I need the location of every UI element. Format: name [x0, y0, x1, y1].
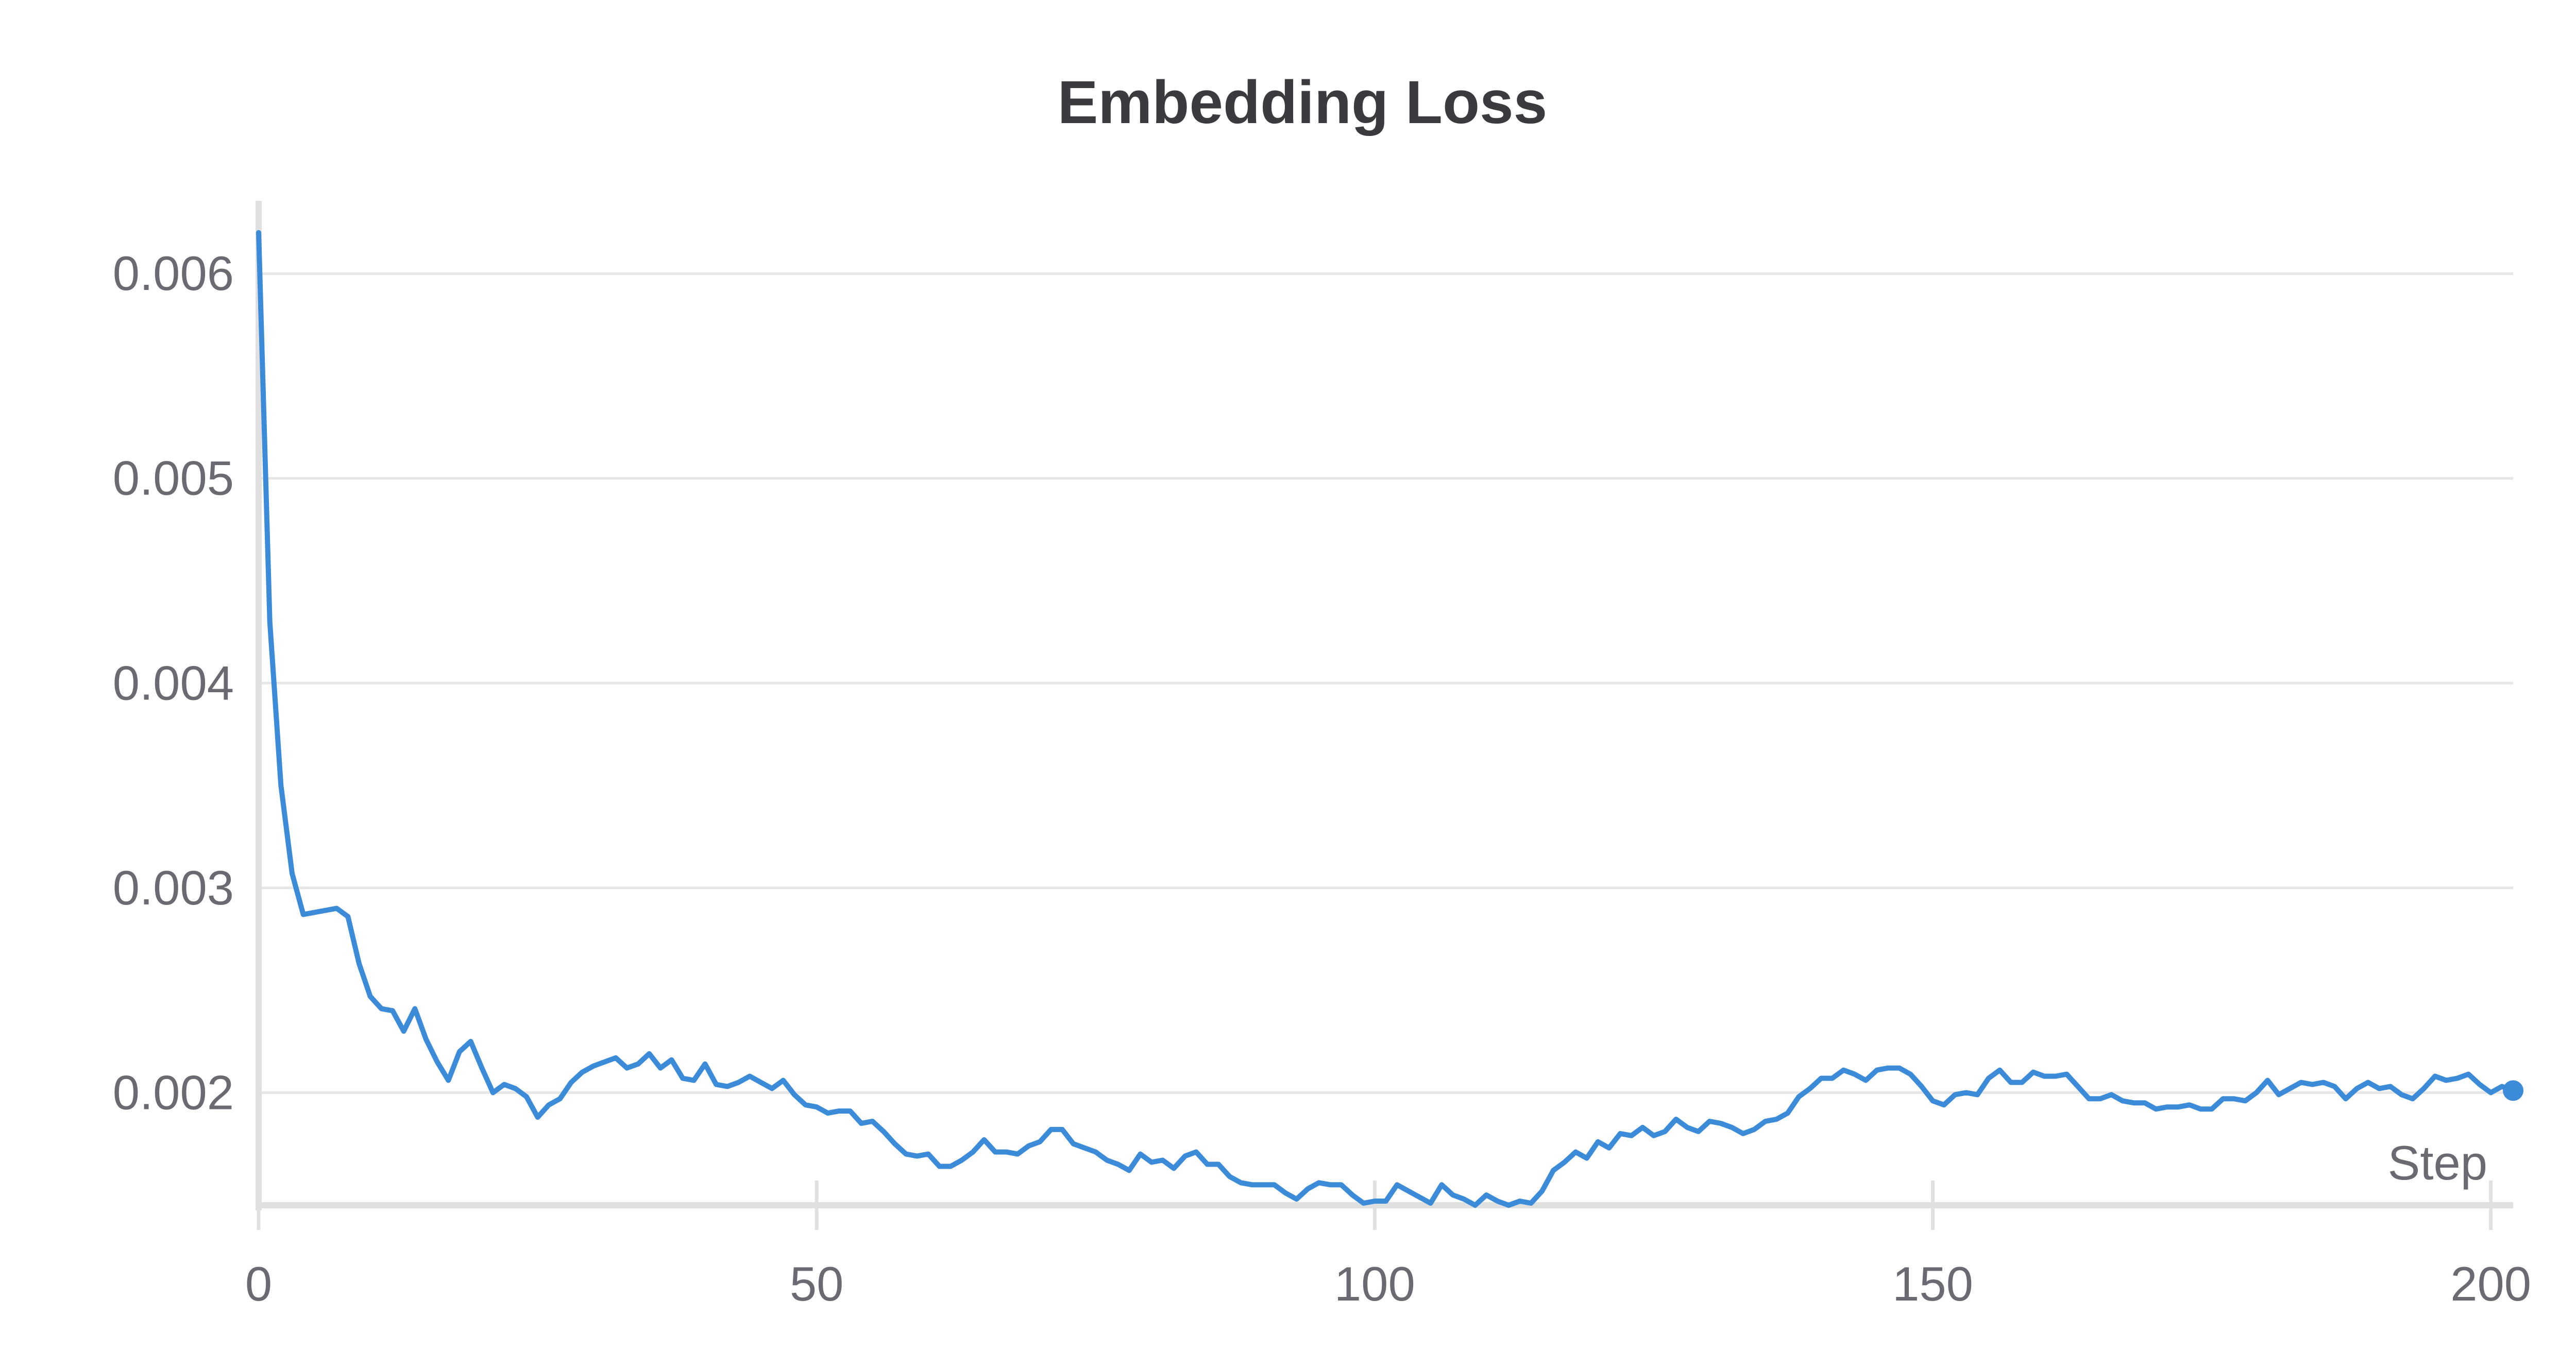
series-end-point [2503, 1080, 2523, 1101]
axes [256, 201, 2513, 1230]
y-tick-label: 0.004 [113, 656, 234, 710]
y-tick-label: 0.003 [113, 861, 234, 915]
x-tick-label: 150 [1892, 1257, 1973, 1311]
grid-lines [259, 272, 2513, 1094]
x-tick-label: 200 [2450, 1257, 2531, 1311]
x-axis-label: Step [2388, 1136, 2487, 1190]
x-tick-label: 0 [245, 1257, 272, 1311]
y-tick-label: 0.006 [113, 246, 234, 300]
chart-title: Embedding Loss [1057, 69, 1548, 136]
series-layer [256, 230, 2523, 1208]
series-line [256, 230, 2516, 1208]
y-tick-label: 0.002 [113, 1065, 234, 1119]
x-tick-label: 100 [1334, 1257, 1415, 1311]
tick-labels: 0.002 0.003 0.004 0.005 0.006 0 50 100 150 200 Ste… [113, 246, 2531, 1311]
y-tick-label: 0.005 [113, 451, 234, 505]
x-tick-label: 50 [790, 1257, 844, 1311]
